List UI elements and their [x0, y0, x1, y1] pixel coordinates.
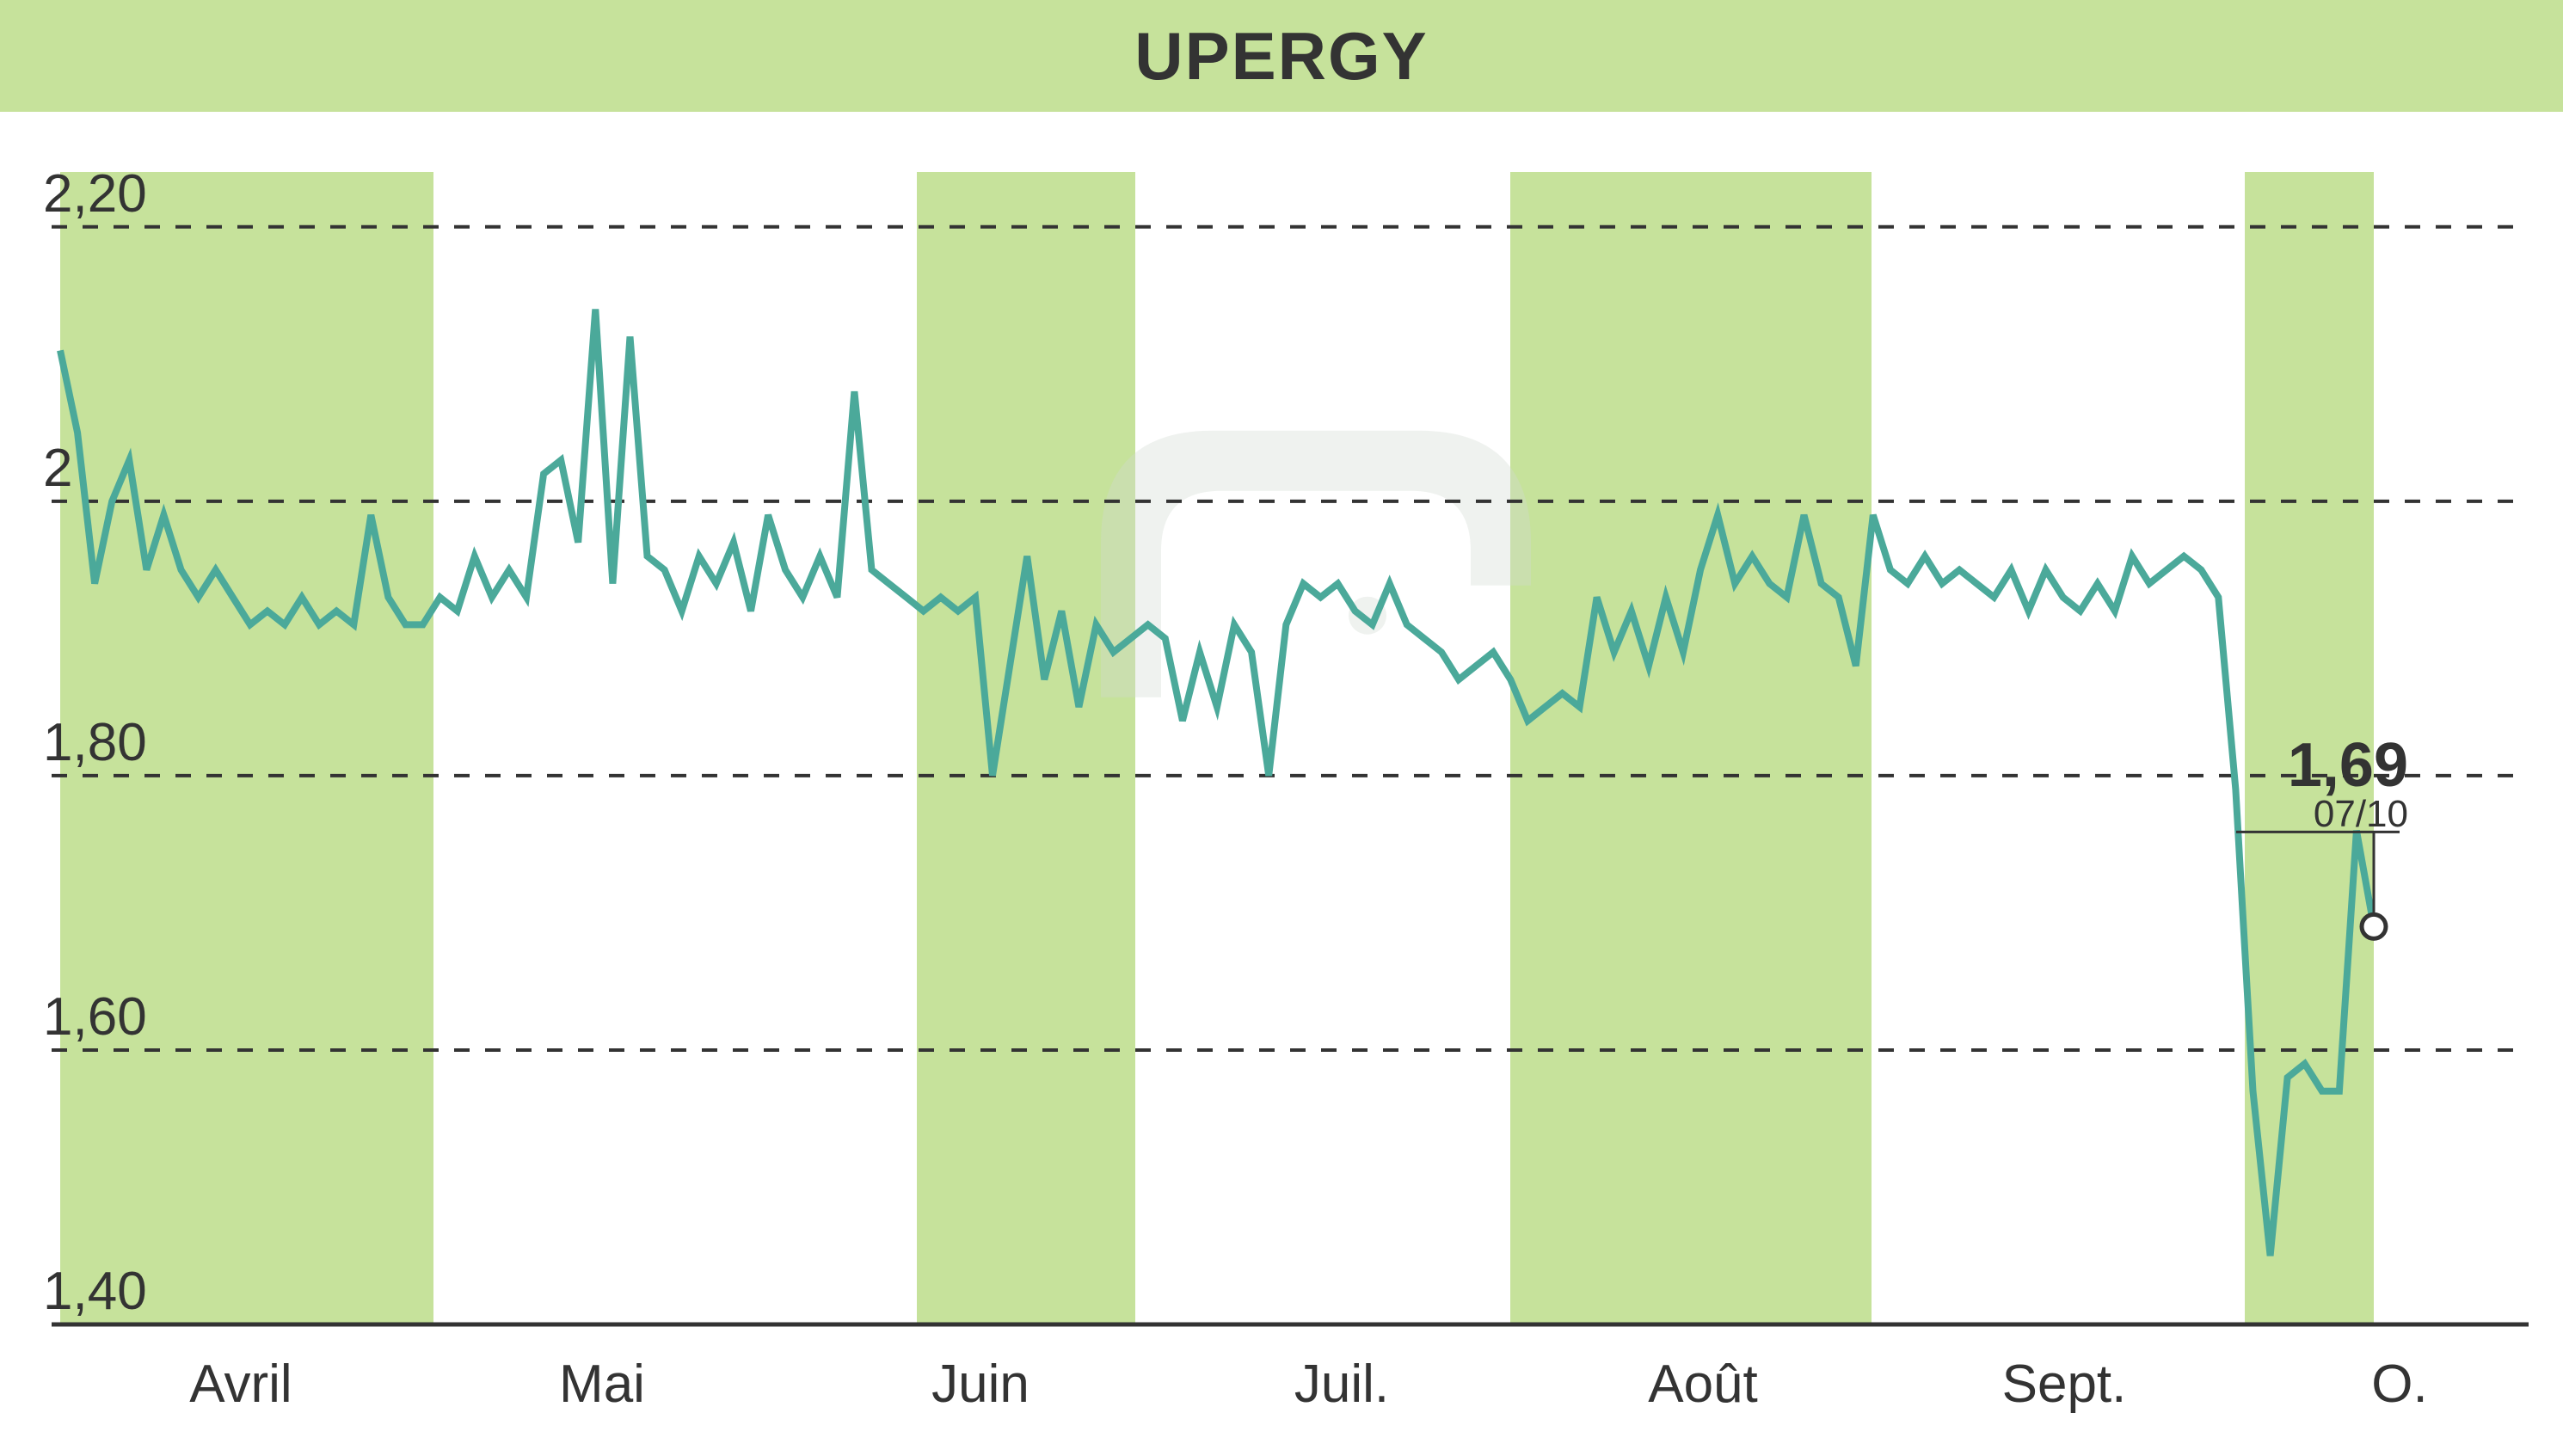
x-axis-label: O.: [2371, 1355, 2427, 1414]
last-date-label: 07/10: [2314, 793, 2408, 836]
y-axis-label: 1,60: [43, 987, 147, 1047]
y-axis-label: 1,40: [43, 1262, 147, 1321]
last-value-label: 1,69: [2288, 730, 2408, 801]
x-axis-label: Mai: [559, 1355, 645, 1414]
x-axis-label: Juin: [931, 1355, 1030, 1414]
x-axis-label: Août: [1648, 1355, 1758, 1414]
chart-container: UPERGY 1,401,601,8022,20AvrilMaiJuinJuil…: [0, 0, 2563, 1456]
last-point-marker: [2362, 914, 2386, 938]
watermark-icon: [1101, 431, 1531, 697]
chart-svg: 1,40 1,60 1,80 2 2,20 Avril Mai Juin Juil. Août Se…: [0, 0, 2563, 1456]
x-axis-label: Avril: [189, 1355, 292, 1414]
month-band: [1510, 172, 1872, 1324]
month-band: [917, 172, 1135, 1324]
y-axis-label: 2,20: [43, 164, 147, 224]
x-axis-label: Sept.: [2002, 1355, 2127, 1414]
y-axis-label: 1,80: [43, 713, 147, 772]
y-axis-label: 2: [43, 439, 72, 498]
x-axis-label: Juil.: [1294, 1355, 1389, 1414]
